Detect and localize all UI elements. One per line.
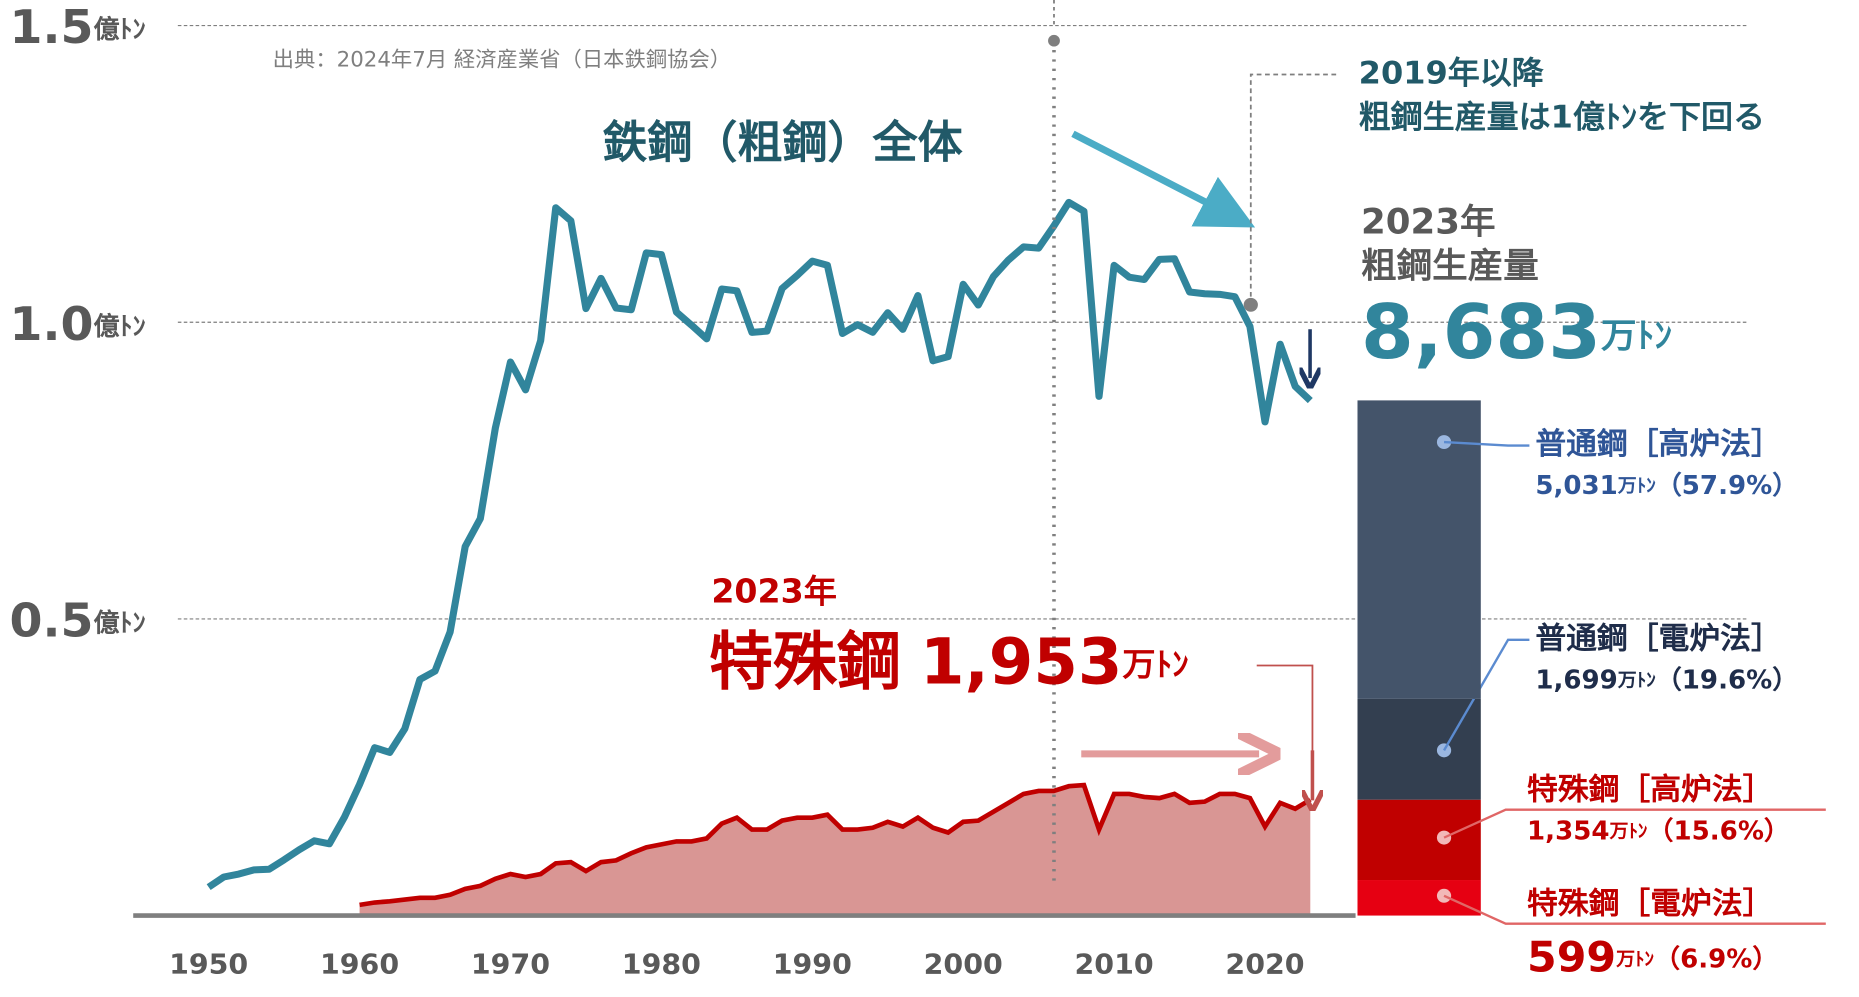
bar-value-number: 1,699 — [1535, 665, 1617, 695]
bar-value: 599万ﾄﾝ（6.9%） — [1527, 933, 1778, 982]
bar-value: 1,354万ﾄﾝ（15.6%） — [1527, 816, 1790, 846]
line — [206, 198, 1313, 890]
y-tick-unit: 億ﾄﾝ — [93, 608, 145, 638]
bar-value-share: （19.6%） — [1656, 665, 1799, 695]
source: 出典：2024年7月 経済産業省（日本鉄鋼協会） — [273, 47, 731, 72]
special-unit: 万ﾄﾝ — [1122, 644, 1188, 683]
y-tick-number: 1.0 — [9, 297, 93, 351]
y-tick-label: 1.0億ﾄﾝ — [9, 297, 145, 351]
bar-segment — [1357, 799, 1481, 881]
reference-dot — [1048, 34, 1060, 47]
total-caption: 粗鋼生産量 — [1361, 246, 1539, 287]
special-value: 1,953 — [920, 624, 1122, 697]
leader-line — [1249, 73, 1340, 305]
bar-value-share: （6.9%） — [1654, 944, 1778, 974]
bar-label: 特殊鋼［電炉法］ — [1527, 886, 1773, 922]
special-year: 2023年 — [711, 572, 837, 611]
bar-label: 普通鋼［電炉法］ — [1535, 621, 1781, 657]
leader-dot — [1243, 297, 1258, 312]
arrow — [1071, 130, 1256, 228]
bar-value: 1,699万ﾄﾝ（19.6%） — [1535, 665, 1798, 695]
bar-value-number: 5,031 — [1535, 471, 1617, 501]
leader-line — [1443, 440, 1530, 447]
total-value-number: 8,683 — [1361, 288, 1601, 375]
bar-value-number: 599 — [1527, 933, 1616, 982]
area — [359, 785, 1311, 916]
x-tick-label: 2020 — [1225, 948, 1304, 981]
x-tick-label: 2000 — [924, 948, 1003, 981]
bar-segment — [1357, 698, 1481, 800]
x-tick-label: 1980 — [622, 948, 701, 981]
bar-value-share: （57.9%） — [1656, 471, 1799, 501]
x-tick-label: 1960 — [320, 948, 399, 981]
y-tick-number: 0.5 — [9, 593, 93, 647]
total-value-unit: 万ﾄﾝ — [1601, 316, 1672, 357]
line — [359, 782, 1312, 908]
x-tick-label: 2010 — [1075, 948, 1154, 981]
series-label: 鉄鋼（粗鋼）全体 — [602, 117, 963, 169]
bar-value: 5,031万ﾄﾝ（57.9%） — [1535, 471, 1798, 501]
bar-value-number: 1,354 — [1527, 816, 1609, 846]
y-tick-label: 0.5億ﾄﾝ — [9, 593, 145, 647]
x-tick-label: 1970 — [471, 948, 550, 981]
y-tick-unit: 億ﾄﾝ — [93, 312, 145, 342]
leader-line — [1256, 664, 1314, 792]
bar-value-unit: 万ﾄﾝ — [1617, 476, 1656, 497]
total-year: 2023年 — [1361, 202, 1496, 243]
special-label: 特殊鋼 1,953万ﾄﾝ — [709, 624, 1189, 697]
bar-label: 特殊鋼［高炉法］ — [1527, 772, 1773, 808]
leader-line — [1443, 638, 1530, 751]
bar-segment — [1357, 400, 1481, 699]
y-tick-number: 1.5 — [9, 0, 93, 54]
leader-line — [1443, 894, 1826, 925]
x-tick-label: 1990 — [773, 948, 852, 981]
bar-label: 普通鋼［高炉法］ — [1535, 426, 1781, 462]
note: 2019年以降 — [1359, 56, 1544, 92]
bar-value-unit: 万ﾄﾝ — [1608, 821, 1647, 842]
bar-value-unit: 万ﾄﾝ — [1617, 670, 1656, 691]
bar-value-unit: 万ﾄﾝ — [1615, 949, 1654, 970]
note: 粗鋼生産量は1億ﾄﾝを下回る — [1359, 99, 1765, 136]
special-name: 特殊鋼 — [709, 624, 901, 697]
y-tick-unit: 億ﾄﾝ — [93, 15, 145, 45]
bar-value-share: （15.6%） — [1647, 816, 1790, 846]
y-tick-label: 1.5億ﾄﾝ — [9, 0, 145, 54]
bar-segment — [1357, 880, 1481, 916]
leader-line — [1443, 808, 1826, 839]
total-value: 8,683万ﾄﾝ — [1361, 288, 1672, 375]
x-tick-label: 1950 — [169, 948, 248, 981]
